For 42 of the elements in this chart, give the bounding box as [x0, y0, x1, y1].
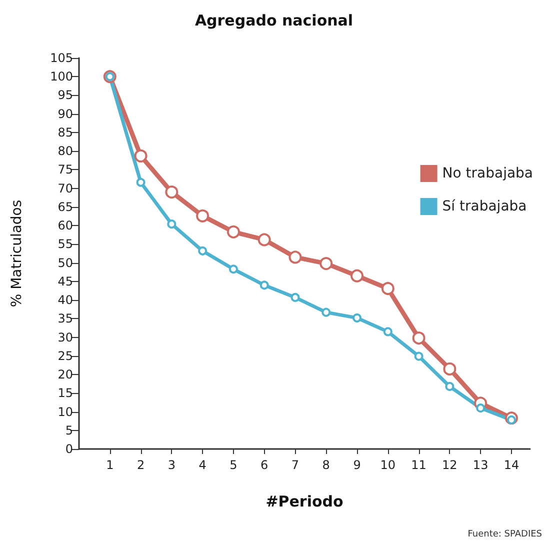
y-tick-label: 85: [58, 125, 73, 140]
y-tick-label: 0: [65, 442, 73, 456]
x-tick-label: 1: [106, 458, 114, 472]
y-tick-label: 5: [65, 423, 73, 438]
x-tick-label: 4: [198, 458, 206, 472]
x-axis-title: #Periodo: [266, 492, 344, 510]
source-note: Fuente: SPADIES: [468, 530, 542, 540]
y-tick-label: 90: [58, 106, 73, 121]
y-tick-label: 100: [50, 70, 73, 84]
x-tick-label: 9: [353, 458, 361, 472]
y-tick-label: 105: [50, 51, 73, 65]
y-tick-label: 50: [58, 256, 73, 270]
y-tick-label: 80: [58, 144, 73, 158]
y-tick-label: 10: [58, 404, 73, 419]
y-tick-label: 45: [58, 274, 73, 288]
x-tick-label: 10: [380, 458, 396, 472]
y-tick-label: 70: [58, 181, 73, 196]
x-tick-label: 6: [260, 458, 268, 472]
y-tick-label: 20: [58, 368, 73, 382]
y-tick-label: 25: [58, 348, 73, 363]
y-tick-label: 35: [58, 312, 73, 326]
chart-title: Agregado nacional: [194, 12, 354, 30]
y-tick-label: 15: [58, 386, 73, 400]
y-tick-label: 95: [58, 88, 73, 102]
x-tick-label: 7: [291, 458, 300, 472]
y-tick-label: 30: [58, 330, 73, 344]
legend-label: No trabajaba: [442, 166, 534, 182]
x-tick-label: 5: [230, 458, 238, 472]
y-tick-label: 40: [58, 293, 73, 308]
x-tick-label: 3: [168, 458, 176, 472]
x-tick-label: 12: [442, 458, 458, 472]
x-tick-label: 8: [322, 458, 330, 472]
y-tick-label: 55: [58, 237, 73, 252]
x-tick-label: 14: [504, 458, 520, 472]
x-tick-label: 13: [472, 458, 488, 472]
y-tick-label: 60: [58, 218, 73, 233]
y-tick-label: 65: [58, 200, 73, 214]
x-tick-label: 11: [411, 458, 426, 472]
y-axis-title: % Matriculados: [9, 200, 25, 308]
legend-label: Sí trabajaba: [442, 198, 527, 214]
y-tick-label: 75: [58, 162, 73, 177]
x-tick-label: 2: [136, 458, 145, 472]
